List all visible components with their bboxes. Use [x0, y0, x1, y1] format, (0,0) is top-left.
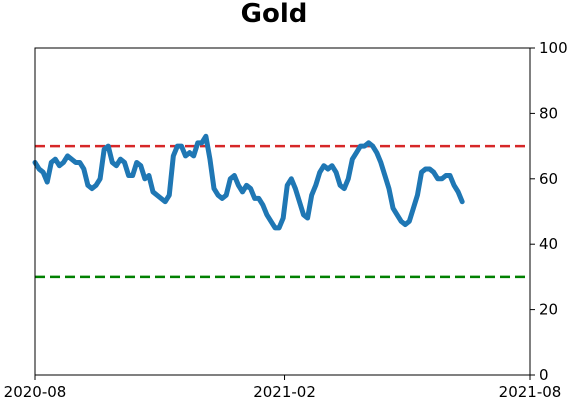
reference-lines [35, 144, 530, 279]
x-tick-label: 2020-08 [4, 383, 67, 401]
y-tick-label: 0 [539, 366, 549, 384]
y-tick-label: 60 [539, 170, 558, 188]
x-tick-label: 2021-08 [499, 383, 562, 401]
y-tick-label: 100 [539, 39, 568, 57]
chart-title: Gold [241, 0, 308, 29]
y-tick-label: 80 [539, 104, 558, 122]
y-tick-label: 40 [539, 235, 558, 253]
x-tick-label: 2021-02 [253, 383, 316, 401]
x-axis: 2020-08 2021-02 2021-08 [4, 375, 562, 401]
plot-frame [34, 47, 531, 376]
y-axis: 0 20 40 60 80 100 [530, 39, 568, 384]
series-line-0 [32, 133, 465, 231]
series-layer [32, 133, 465, 231]
y-tick-label: 20 [539, 301, 558, 319]
